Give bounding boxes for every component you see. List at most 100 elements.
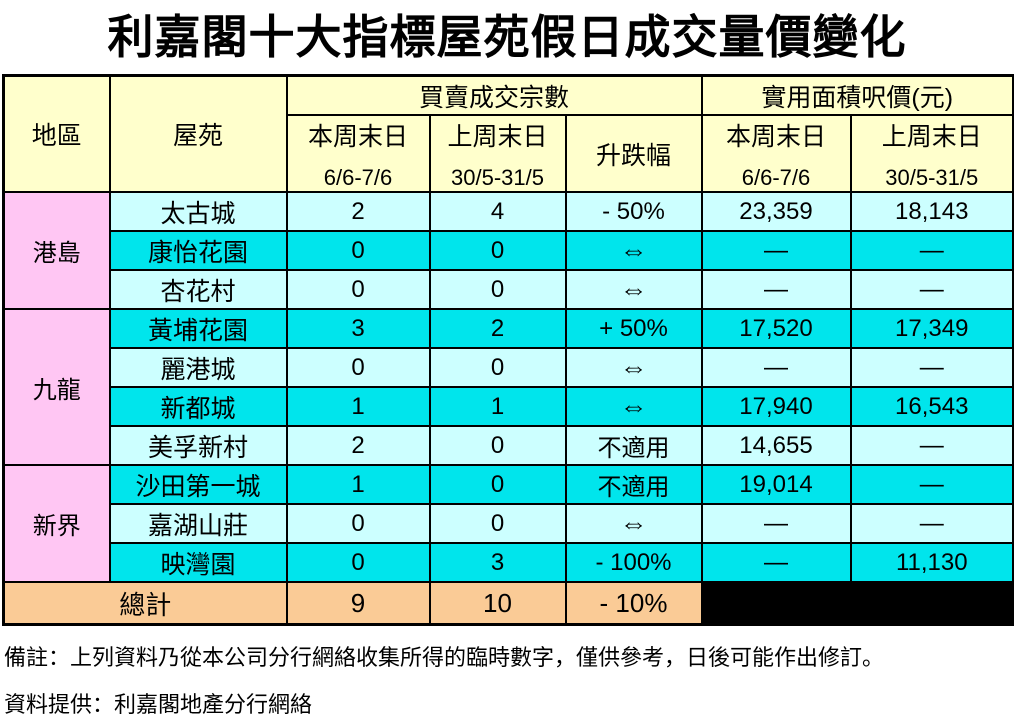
tx-last-cell: 0	[428, 425, 567, 467]
price-last-cell: 16,543	[849, 386, 1014, 428]
table-row: 美孚新村 2 0 不適用 14,655 —	[4, 425, 1014, 467]
price-this-cell: —	[700, 269, 852, 311]
header-row-periods: 本周末日 6/6-7/6 上周末日 30/5-31/5 升跌幅 本周末日 6/6…	[4, 114, 1014, 194]
region-cell: 九龍	[2, 308, 111, 467]
estate-cell: 美孚新村	[108, 425, 288, 467]
price-last-cell: —	[849, 269, 1014, 311]
tx-this-cell: 1	[285, 386, 431, 428]
period-label: 上周末日	[447, 122, 548, 151]
header-price-last-weekend: 上周末日 30/5-31/5	[849, 114, 1014, 194]
tx-this-cell: 0	[285, 269, 431, 311]
change-cell: ⇔	[564, 269, 703, 311]
total-change-cell: - 10%	[564, 581, 703, 626]
change-cell: 不適用	[564, 464, 703, 506]
tx-this-cell: 0	[285, 542, 431, 584]
total-label-cell: 總計	[2, 581, 288, 626]
tx-this-cell: 2	[285, 425, 431, 467]
estate-cell: 康怡花園	[108, 230, 288, 272]
header-price-group: 實用面積呎價(元)	[700, 74, 1014, 117]
change-cell: ⇔	[564, 503, 703, 545]
header-estate: 屋苑	[108, 74, 288, 194]
estate-cell: 新都城	[108, 386, 288, 428]
estate-cell: 黃埔花園	[108, 308, 288, 350]
header-change: 升跌幅	[564, 114, 703, 194]
estates-table: 地區 屋苑 買賣成交宗數 實用面積呎價(元) 本周末日 6/6-7/6 上周末日…	[2, 73, 1014, 626]
estate-cell: 嘉湖山莊	[108, 503, 288, 545]
table-row: 新都城 1 1 ⇔ 17,940 16,543	[4, 386, 1014, 428]
table-row: 九龍 黃埔花園 3 2 + 50% 17,520 17,349	[2, 308, 1014, 467]
tx-this-cell: 1	[285, 464, 431, 506]
tx-this-cell: 0	[285, 503, 431, 545]
change-cell: - 100%	[564, 542, 703, 584]
period-label: 本周末日	[307, 122, 408, 151]
price-last-cell: —	[849, 425, 1014, 467]
price-last-cell: —	[849, 347, 1014, 389]
price-this-cell: 17,940	[700, 386, 852, 428]
price-this-cell: 17,520	[700, 308, 852, 350]
period-label: 本周末日	[725, 122, 826, 151]
tx-last-cell: 0	[428, 230, 567, 272]
change-cell: - 50%	[564, 191, 703, 233]
price-this-cell: —	[700, 230, 852, 272]
tx-last-cell: 0	[428, 464, 567, 506]
page-title: 利嘉閣十大指標屋苑假日成交量價變化	[107, 11, 907, 63]
table-row: 康怡花園 0 0 ⇔ — —	[4, 230, 1014, 272]
estate-cell: 沙田第一城	[108, 464, 288, 506]
table-row: 映灣園 0 3 - 100% — 11,130	[4, 542, 1014, 584]
estate-cell: 映灣園	[108, 542, 288, 584]
price-this-cell: —	[700, 542, 852, 584]
period-dates: 30/5-31/5	[451, 164, 544, 190]
header-tx-last-weekend: 上周末日 30/5-31/5	[428, 114, 567, 194]
change-cell: ⇔	[564, 230, 703, 272]
footer: 備註：上列資料乃從本公司分行網絡收集所得的臨時數字，僅供參考，日後可能作出修訂。…	[4, 640, 1014, 719]
price-last-cell: —	[849, 464, 1014, 506]
price-last-cell: 17,349	[849, 308, 1014, 350]
table-row: 港島 太古城 2 4 - 50% 23,359 18,143	[2, 191, 1014, 311]
tx-last-cell: 0	[428, 347, 567, 389]
price-last-cell: 11,130	[849, 542, 1014, 584]
period-dates: 6/6-7/6	[323, 164, 393, 190]
table-row: 嘉湖山莊 0 0 ⇔ — —	[4, 503, 1014, 545]
table-row: 新界 沙田第一城 1 0 不適用 19,014 —	[2, 464, 1014, 584]
price-last-cell: —	[849, 503, 1014, 545]
header-region: 地區	[2, 74, 111, 194]
estate-cell: 太古城	[108, 191, 288, 233]
price-last-cell: —	[849, 230, 1014, 272]
change-cell: ⇔	[564, 386, 703, 428]
period-label: 上周末日	[881, 122, 982, 151]
blacked-out-cell	[700, 581, 1014, 626]
tx-last-cell: 1	[428, 386, 567, 428]
total-tx-last-cell: 10	[428, 581, 567, 626]
tx-this-cell: 2	[285, 191, 431, 233]
estate-cell: 麗港城	[108, 347, 288, 389]
header-tx-this-weekend: 本周末日 6/6-7/6	[285, 114, 431, 194]
header-row-groups: 地區 屋苑 買賣成交宗數 實用面積呎價(元)	[2, 74, 1014, 194]
tx-this-cell: 0	[285, 347, 431, 389]
tx-last-cell: 4	[428, 191, 567, 233]
tx-this-cell: 0	[285, 230, 431, 272]
price-this-cell: 14,655	[700, 425, 852, 467]
price-last-cell: 18,143	[849, 191, 1014, 233]
tx-last-cell: 3	[428, 542, 567, 584]
region-cell: 港島	[2, 191, 111, 311]
change-cell: ⇔	[564, 347, 703, 389]
price-this-cell: 23,359	[700, 191, 852, 233]
total-row: 總計 9 10 - 10%	[2, 581, 1014, 626]
change-cell: + 50%	[564, 308, 703, 350]
estate-cell: 杏花村	[108, 269, 288, 311]
tx-last-cell: 0	[428, 503, 567, 545]
period-dates: 30/5-31/5	[885, 164, 979, 190]
table-row: 麗港城 0 0 ⇔ — —	[4, 347, 1014, 389]
price-this-cell: —	[700, 347, 852, 389]
change-cell: 不適用	[564, 425, 703, 467]
price-this-cell: 19,014	[700, 464, 852, 506]
region-cell: 新界	[2, 464, 111, 584]
price-this-cell: —	[700, 503, 852, 545]
period-dates: 6/6-7/6	[741, 164, 811, 190]
tx-this-cell: 3	[285, 308, 431, 350]
tx-last-cell: 0	[428, 269, 567, 311]
footer-note: 備註：上列資料乃從本公司分行網絡收集所得的臨時數字，僅供參考，日後可能作出修訂。	[4, 644, 885, 670]
total-tx-this-cell: 9	[285, 581, 431, 626]
tx-last-cell: 2	[428, 308, 567, 350]
